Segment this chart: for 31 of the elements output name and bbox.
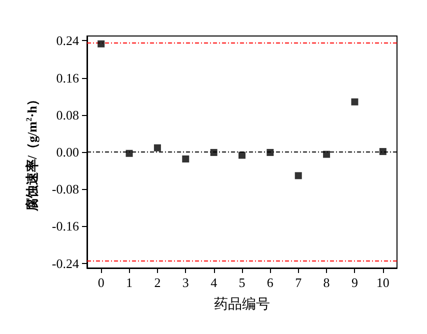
x-axis-title: 药品编号 (214, 296, 270, 312)
x-tick-label: 1 (126, 275, 133, 290)
x-tick-label: 4 (210, 275, 218, 290)
point (210, 148, 218, 156)
point (126, 150, 133, 157)
x-tick-label: 9 (351, 275, 358, 290)
point (154, 144, 161, 152)
x-tick-label: 6 (266, 275, 274, 290)
point (266, 148, 274, 156)
x-tick-label: 10 (376, 275, 390, 290)
y-tick-label: 0.24 (56, 33, 80, 48)
x-tick-label: 0 (98, 275, 104, 290)
point (351, 98, 358, 106)
point (98, 40, 105, 48)
y-tick-label: 0.00 (56, 144, 79, 160)
point (182, 155, 190, 162)
y-axis-title: 腐蚀速率/（g/m2·h） (24, 92, 40, 212)
point (323, 150, 330, 158)
point (379, 148, 386, 156)
point (238, 152, 246, 159)
y-tick-label: -0.16 (52, 218, 80, 234)
y-tick-label: -0.24 (52, 256, 80, 271)
y-tick-label: 0.08 (56, 107, 79, 122)
x-tick-label: 3 (182, 275, 189, 290)
x-tick-label: 5 (238, 275, 246, 290)
y-tick-label: 0.16 (56, 70, 80, 86)
x-tick-label: 2 (154, 275, 161, 290)
x-tick-label: 7 (295, 275, 302, 290)
x-tick-label: 8 (323, 275, 330, 290)
point (294, 172, 302, 180)
y-tick-label: -0.08 (52, 182, 79, 197)
